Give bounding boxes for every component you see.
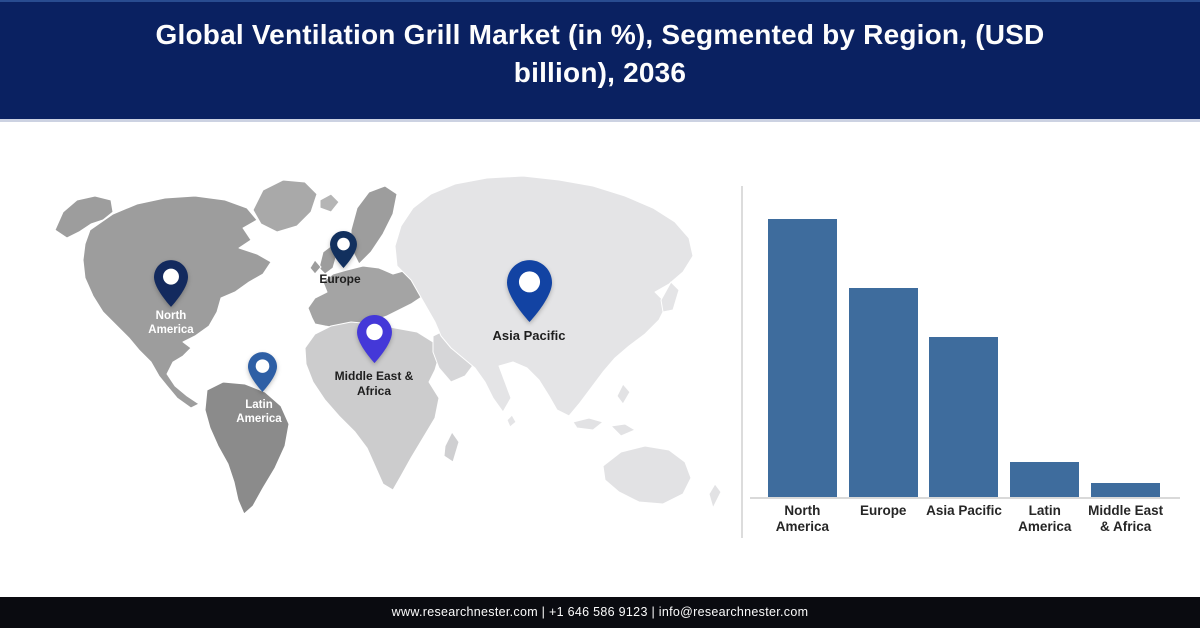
x-axis-labels: North America Europe Asia Pacific Latin Ame… [762,503,1166,534]
bar-plot [762,185,1166,497]
map-label-latin-america: Latin America [236,399,282,426]
indonesia-shape [572,417,604,431]
map-pin-north-america-icon [154,260,188,307]
bar-latin-america [1010,462,1080,497]
map-label-middle-east-africa: Middle East & Africa [334,369,414,398]
chart-divider-line [741,186,743,538]
map-label-north-america: North America [148,310,194,337]
japan-shape [660,281,680,313]
scandinavia-shape [350,185,398,265]
alaska-shape [54,195,114,239]
sri-lanka-shape [506,414,517,428]
australia-shape [602,445,692,505]
philippines-shape [616,383,631,405]
bar-middle-east-africa [1091,483,1161,497]
map-pin-europe-icon [330,231,357,268]
footer-contact: www.researchnester.com | +1 646 586 9123… [391,605,809,619]
new-zealand-shape [708,483,722,509]
indonesia-east-shape [610,423,636,437]
page-title: Global Ventilation Grill Market (in %), … [155,19,1045,88]
madagascar-shape [443,431,460,463]
bar-label-asia-pacific: Asia Pacific [926,503,1002,518]
bar-label-middle-east-africa: Middle East & Africa [1088,503,1164,534]
bar-label-europe: Europe [859,503,907,518]
x-axis-line [750,497,1180,499]
bar-europe [848,288,918,497]
map-pin-middle-east-africa-icon [357,315,392,363]
bar-north-america [767,219,837,497]
bar-label-latin-america: Latin America [1018,503,1072,534]
bar-asia-pacific [929,337,999,497]
north-america-shape [82,195,272,409]
ireland-shape [309,259,322,275]
map-label-asia-pacific: Asia Pacific [492,328,566,343]
header: Global Ventilation Grill Market (in %), … [0,0,1200,122]
bar-label-north-america: North America [775,503,830,534]
map-label-europe: Europe [319,272,361,286]
iceland-shape [319,193,340,213]
greenland-shape [252,179,318,233]
map-pin-asia-pacific-icon [507,260,552,322]
map-pin-latin-america-icon [248,352,277,392]
footer: www.researchnester.com | +1 646 586 9123… [0,597,1200,628]
